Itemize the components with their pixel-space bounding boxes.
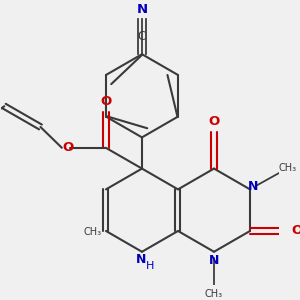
Text: H: H — [146, 261, 154, 271]
Text: N: N — [209, 254, 219, 267]
Text: O: O — [100, 94, 111, 108]
Text: N: N — [135, 253, 146, 266]
Text: O: O — [291, 224, 300, 238]
Text: CH₃: CH₃ — [278, 163, 296, 173]
Text: CH₃: CH₃ — [205, 289, 223, 299]
Text: C: C — [138, 30, 146, 43]
Text: N: N — [136, 3, 148, 16]
Text: N: N — [248, 180, 259, 193]
Text: CH₃: CH₃ — [83, 227, 101, 237]
Text: O: O — [63, 141, 74, 154]
Text: O: O — [208, 116, 220, 128]
